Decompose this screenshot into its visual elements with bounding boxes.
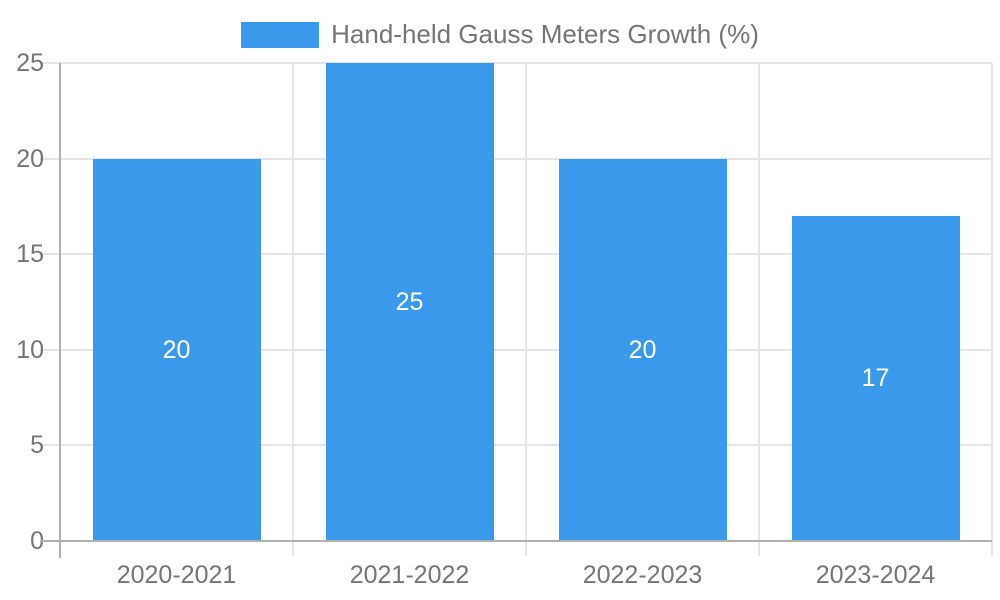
v-gridline [758,63,760,541]
y-tick [40,253,60,256]
legend-swatch [241,21,320,48]
x-tick [292,541,294,556]
x-tick-label: 2021-2022 [349,561,470,589]
v-gridline [991,63,993,541]
bar-value-label: 17 [861,364,890,393]
y-tick-label: 0 [30,527,44,555]
x-axis [40,540,992,542]
y-tick [40,348,60,351]
chart-legend: Hand-held Gauss Meters Growth (%) [0,21,1000,48]
bar-value-label: 20 [628,335,657,364]
y-tick-label: 20 [16,144,44,173]
y-axis [59,63,61,558]
y-tick [40,62,60,64]
bar [558,158,727,541]
v-gridline [292,63,294,541]
v-gridline [525,63,527,541]
x-tick-label: 2020-2021 [116,561,237,589]
y-tick [40,444,60,447]
x-tick [758,541,760,556]
y-tick [40,157,60,160]
bar [791,215,960,541]
x-tick [525,541,527,556]
bar-value-label: 20 [162,335,191,364]
bar [92,158,261,541]
y-tick-label: 25 [16,49,44,77]
bar-value-label: 25 [395,288,424,316]
x-tick-label: 2022-2023 [582,561,703,589]
y-tick-label: 5 [30,431,44,460]
y-tick-label: 15 [16,240,44,269]
bar [325,63,494,541]
x-tick [991,541,993,556]
y-tick-label: 10 [16,335,44,364]
x-tick-label: 2023-2024 [815,561,936,589]
legend-label: Hand-held Gauss Meters Growth (%) [331,19,759,49]
